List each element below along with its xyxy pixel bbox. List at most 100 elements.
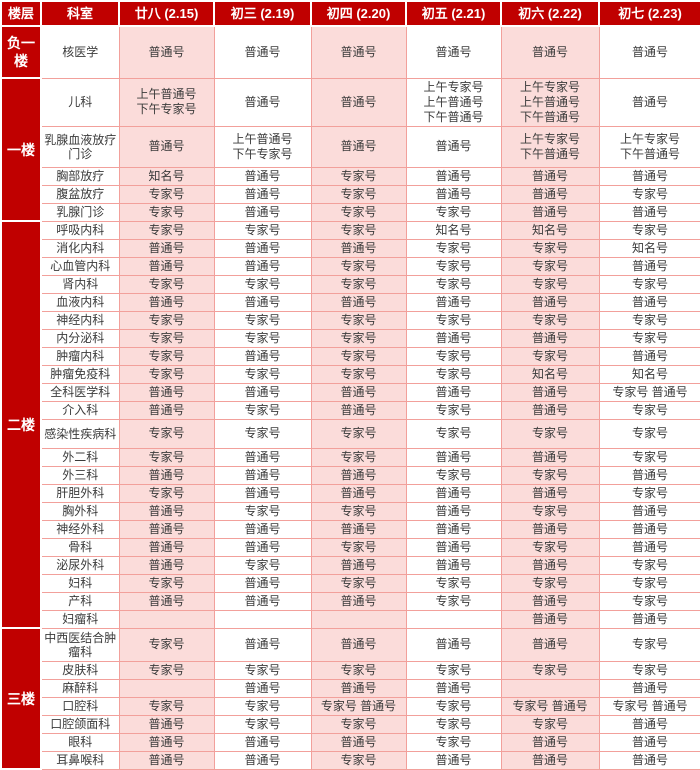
table-row: 妇瘤科 普通号 普通号	[1, 609, 700, 629]
schedule-cell: 普通号	[213, 346, 312, 366]
schedule-cell: 专家号	[213, 274, 312, 294]
schedule-cell: 专家号	[310, 418, 407, 449]
schedule-cell: 上午普通号 下午专家号	[118, 77, 215, 127]
table-row: 腹盆放疗 专家号 普通号 专家号 普通号 普通号 专家号	[1, 184, 700, 204]
table-row: 妇科 专家号 普通号 专家号 专家号 专家号 专家号	[1, 573, 700, 593]
schedule-cell: 普通号	[405, 501, 502, 521]
schedule-cell: 专家号	[598, 447, 700, 467]
schedule-cell: 专家号	[118, 696, 215, 716]
schedule-cell: 普通号	[598, 714, 700, 734]
schedule-cell: 专家号	[598, 418, 700, 449]
schedule-cell: 普通号	[500, 292, 600, 312]
schedule-cell: 普通号	[405, 627, 502, 662]
header-date-0: 廿八 (2.15)	[118, 0, 215, 27]
table-row: 肿瘤免疫科 专家号 专家号 专家号 专家号 知名号 知名号	[1, 364, 700, 384]
schedule-cell: 普通号	[500, 166, 600, 186]
schedule-cell: 知名号	[500, 364, 600, 384]
schedule-cell	[500, 678, 600, 698]
table-row: 外三科 普通号 普通号 普通号 专家号 专家号 普通号	[1, 465, 700, 485]
department-name: 核医学	[40, 25, 120, 79]
schedule-cell: 普通号	[213, 202, 312, 222]
schedule-cell: 专家号	[598, 573, 700, 593]
schedule-cell: 普通号	[310, 465, 407, 485]
schedule-cell: 专家号	[405, 202, 502, 222]
schedule-cell: 专家号	[598, 555, 700, 575]
department-name: 眼科	[40, 732, 120, 752]
schedule-cell: 普通号	[598, 501, 700, 521]
schedule-cell: 普通号	[500, 202, 600, 222]
schedule-cell: 普通号	[213, 573, 312, 593]
department-name: 介入科	[40, 400, 120, 420]
schedule-cell: 普通号	[213, 519, 312, 539]
schedule-cell: 专家号	[118, 364, 215, 384]
schedule-cell: 专家号	[405, 418, 502, 449]
schedule-cell: 普通号	[118, 714, 215, 734]
schedule-cell: 专家号	[405, 346, 502, 366]
department-name: 肿瘤免疫科	[40, 364, 120, 384]
department-name: 胸外科	[40, 501, 120, 521]
floor-label: 一楼	[0, 77, 42, 222]
schedule-cell: 专家号	[598, 274, 700, 294]
table-row: 负一楼 核医学 普通号 普通号 普通号 普通号 普通号 普通号	[0, 25, 700, 79]
schedule-cell: 普通号	[310, 77, 407, 127]
schedule-cell: 普通号	[500, 591, 600, 611]
table-row: 胸外科 普通号 专家号 专家号 普通号 专家号 普通号	[1, 501, 700, 521]
schedule-cell: 专家号	[405, 364, 502, 384]
schedule-cell: 普通号	[500, 519, 600, 539]
schedule-cell: 普通号	[213, 678, 312, 698]
schedule-cell: 普通号	[213, 77, 312, 127]
schedule-cell: 专家号	[118, 447, 215, 467]
table-row: 皮肤科 专家号 专家号 专家号 专家号 专家号 专家号	[1, 660, 700, 680]
schedule-cell: 普通号	[118, 591, 215, 611]
schedule-cell: 专家号	[310, 202, 407, 222]
table-row: 麻醉科 普通号 普通号 普通号 普通号	[1, 678, 700, 698]
schedule-cell: 普通号	[405, 447, 502, 467]
schedule-cell: 专家号	[598, 184, 700, 204]
schedule-cell: 普通号	[500, 400, 600, 420]
schedule-cell: 普通号	[598, 202, 700, 222]
floor-label: 负一楼	[0, 25, 42, 79]
schedule-cell: 专家号	[118, 202, 215, 222]
schedule-cell: 普通号	[405, 328, 502, 348]
schedule-cell: 专家号	[500, 537, 600, 557]
schedule-cell: 普通号	[598, 519, 700, 539]
schedule-cell: 专家号	[500, 274, 600, 294]
header-date-4: 初六 (2.22)	[500, 0, 600, 27]
header-department: 科室	[40, 0, 120, 27]
department-name: 肿瘤内科	[40, 346, 120, 366]
schedule-cell: 知名号	[598, 238, 700, 258]
schedule-cell: 普通号	[405, 519, 502, 539]
table-row: 泌尿外科 普通号 专家号 普通号 普通号 普通号 专家号	[1, 555, 700, 575]
schedule-cell: 普通号	[118, 382, 215, 402]
schedule-cell: 普通号	[310, 125, 407, 168]
schedule-cell: 普通号	[310, 555, 407, 575]
table-row: 二楼 呼吸内科 专家号 专家号 专家号 知名号 知名号 专家号	[0, 220, 700, 629]
schedule-cell: 专家号	[500, 573, 600, 593]
schedule-cell: 普通号	[118, 555, 215, 575]
schedule-cell: 普通号	[118, 732, 215, 752]
schedule-cell: 普通号	[500, 382, 600, 402]
schedule-cell: 专家号	[500, 238, 600, 258]
schedule-cell: 专家号	[598, 591, 700, 611]
schedule-cell: 普通号	[118, 238, 215, 258]
header-date-5: 初七 (2.23)	[598, 0, 700, 27]
schedule-cell: 知名号	[118, 166, 215, 186]
schedule-cell: 普通号	[500, 555, 600, 575]
schedule-cell: 专家号	[213, 714, 312, 734]
schedule-cell	[405, 609, 502, 629]
schedule-cell: 普通号	[500, 483, 600, 503]
schedule-cell: 专家号	[118, 184, 215, 204]
schedule-cell: 专家号	[598, 220, 700, 240]
schedule-cell: 普通号	[598, 732, 700, 752]
department-name: 呼吸内科	[40, 220, 120, 240]
schedule-cell: 专家号	[405, 660, 502, 680]
schedule-cell: 专家号	[213, 696, 312, 716]
schedule-cell: 专家号 普通号	[310, 696, 407, 716]
table-row: 口腔颌面科 普通号 专家号 专家号 专家号 专家号 普通号	[1, 714, 700, 734]
schedule-cell: 普通号	[213, 166, 312, 186]
department-name: 心血管内科	[40, 256, 120, 276]
department-name: 中西医结合肿瘤科	[40, 627, 120, 662]
schedule-cell: 专家号	[213, 660, 312, 680]
schedule-cell: 普通号	[500, 750, 600, 770]
